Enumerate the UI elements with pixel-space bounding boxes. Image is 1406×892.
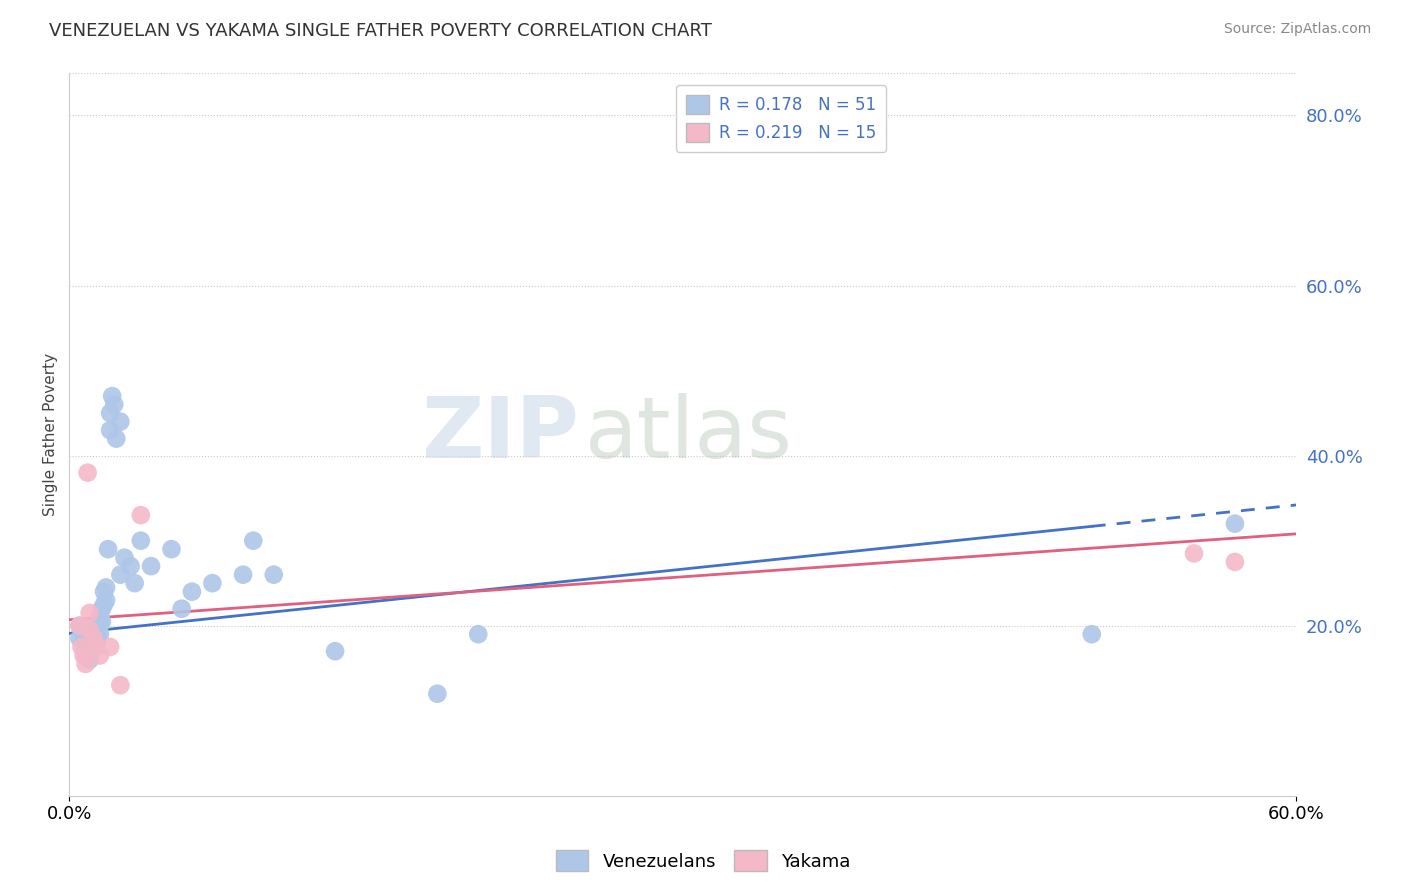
Point (89, 648, 111, 663)
Point (94, 581, 117, 595)
Point (72, 648, 94, 663)
Point (84, 640, 107, 654)
Text: atlas: atlas (585, 392, 793, 475)
Point (129, 533, 152, 548)
Point (83, 632, 105, 646)
Point (93, 584, 115, 599)
Point (69, 632, 91, 646)
Point (69, 618, 91, 632)
Point (124, 576, 146, 591)
Point (72, 632, 94, 646)
Legend: Venezuelans, Yakama: Venezuelans, Yakama (548, 843, 858, 879)
Point (110, 678, 132, 692)
Point (75, 657, 97, 671)
Point (83, 632, 105, 646)
Point (139, 559, 162, 574)
Point (98, 640, 121, 654)
Point (75, 640, 97, 654)
Point (89, 618, 111, 632)
Point (87, 632, 110, 646)
Point (170, 601, 193, 615)
Point (93, 598, 115, 612)
Point (79, 606, 101, 620)
Legend: R = 0.178   N = 51, R = 0.219   N = 15: R = 0.178 N = 51, R = 0.219 N = 15 (676, 85, 886, 152)
Point (181, 584, 204, 599)
Point (242, 533, 264, 548)
Point (105, 432, 128, 446)
Point (76, 640, 98, 654)
Point (98, 406, 121, 420)
Point (76, 648, 98, 663)
Point (84, 623, 107, 637)
Point (1081, 627, 1104, 641)
Text: ZIP: ZIP (420, 392, 578, 475)
Point (201, 576, 224, 591)
Point (1182, 546, 1205, 560)
Point (79, 632, 101, 646)
Point (91, 601, 114, 615)
Point (79, 623, 101, 637)
Point (75, 648, 97, 663)
Point (70, 640, 93, 654)
Point (1223, 516, 1246, 531)
Point (232, 567, 254, 582)
Point (91, 615, 114, 629)
Point (160, 542, 183, 557)
Point (89, 627, 111, 641)
Point (110, 415, 132, 429)
Point (426, 687, 449, 701)
Point (101, 389, 124, 403)
Point (263, 567, 285, 582)
Point (79, 640, 101, 654)
Point (94, 593, 117, 607)
Point (83, 640, 105, 654)
Text: Source: ZipAtlas.com: Source: ZipAtlas.com (1223, 22, 1371, 37)
Point (79, 653, 101, 667)
Point (79, 623, 101, 637)
Point (98, 423, 121, 437)
Point (120, 559, 142, 574)
Text: VENEZUELAN VS YAKAMA SINGLE FATHER POVERTY CORRELATION CHART: VENEZUELAN VS YAKAMA SINGLE FATHER POVER… (49, 22, 711, 40)
Point (69, 618, 91, 632)
Point (84, 632, 107, 646)
Point (129, 508, 152, 523)
Point (89, 610, 111, 624)
Point (1223, 555, 1246, 569)
Point (110, 567, 132, 582)
Point (103, 398, 125, 412)
Point (114, 550, 136, 565)
Y-axis label: Single Father Poverty: Single Father Poverty (44, 353, 58, 516)
Point (323, 644, 346, 658)
Point (87, 618, 110, 632)
Point (97, 542, 120, 557)
Point (467, 627, 489, 641)
Point (76, 466, 98, 480)
